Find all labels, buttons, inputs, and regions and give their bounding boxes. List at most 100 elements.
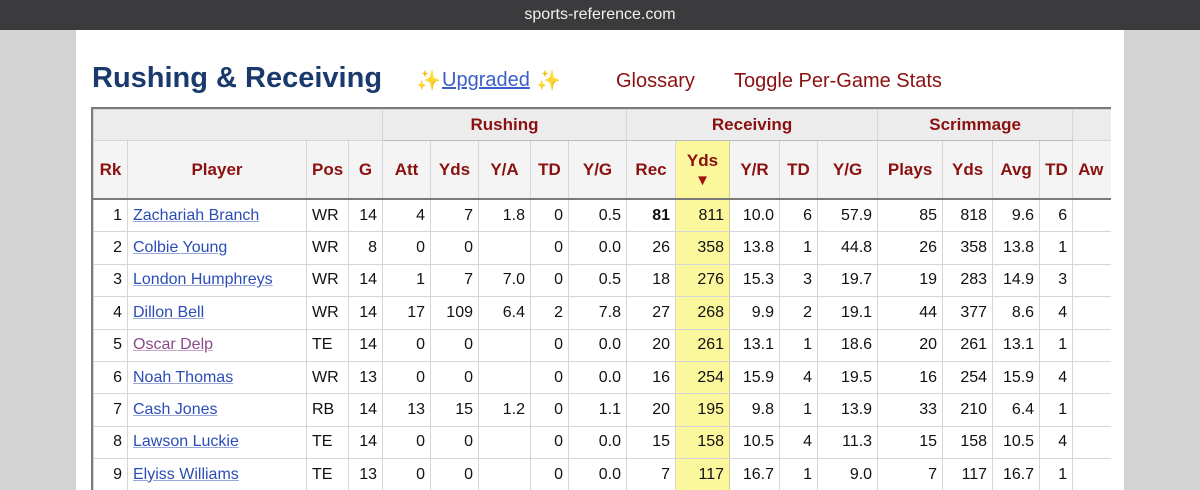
- glossary-link[interactable]: Glossary: [616, 70, 695, 92]
- cell-rush-yg: 0.5: [567, 263, 628, 298]
- cell-rec-td: 2: [779, 296, 819, 330]
- cell-rush-yds: 0: [430, 231, 479, 265]
- cell-rec-td: 3: [779, 263, 819, 298]
- cell-rec-yg: 19.1: [817, 296, 879, 330]
- player-link[interactable]: Oscar Delp: [133, 336, 214, 354]
- col-header-scrim-avg[interactable]: Avg: [992, 140, 1041, 200]
- cell-rush-yds: 0: [430, 458, 479, 490]
- cell-scrim-avg: 13.1: [992, 328, 1041, 362]
- cell-rec-td: 6: [779, 198, 819, 233]
- col-header-rush-yds[interactable]: Yds: [430, 140, 479, 200]
- player-link[interactable]: Lawson Luckie: [133, 433, 239, 451]
- cell-rk: 1: [93, 198, 128, 233]
- player-link[interactable]: Elyiss Williams: [133, 465, 239, 483]
- cell-rush-td: 0: [530, 198, 569, 233]
- cell-rush-yg: 0.0: [567, 328, 628, 362]
- col-header-player[interactable]: Player: [127, 140, 307, 200]
- col-header-rush-att[interactable]: Att: [382, 140, 431, 200]
- player-link[interactable]: Cash Jones: [133, 401, 218, 419]
- cell-rec-yg: 19.7: [817, 263, 879, 298]
- cell-rush-yg: 0.5: [567, 198, 628, 233]
- cell-rec-td: 4: [779, 425, 819, 460]
- cell-rec: 18: [626, 263, 677, 298]
- cell-scrim-td: 4: [1039, 425, 1074, 460]
- player-link[interactable]: Noah Thomas: [133, 368, 234, 386]
- cell-rec-yds: 276: [675, 263, 731, 298]
- col-header-rec-td[interactable]: TD: [779, 140, 819, 200]
- col-header-rec-yg[interactable]: Y/G: [817, 140, 879, 200]
- rushing-receiving-table: Rushing Receiving Scrimmage Rk Player Po…: [93, 109, 1111, 490]
- toggle-per-game-link[interactable]: Toggle Per-Game Stats: [734, 70, 942, 92]
- cell-plays: 44: [877, 296, 944, 330]
- cell-pos: WR: [306, 231, 349, 265]
- cell-rec-yds: 261: [675, 328, 731, 362]
- table-row: 8 Lawson Luckie TE 14 0 0 0 0.0 15 158 10.5 4 11.3 15…: [93, 425, 1111, 460]
- cell-rec-yr: 9.8: [729, 393, 781, 427]
- stats-table-container: Rushing Receiving Scrimmage Rk Player Po…: [91, 107, 1111, 490]
- browser-url-bar[interactable]: sports-reference.com: [0, 0, 1200, 30]
- cell-plays: 33: [877, 393, 944, 427]
- col-header-rk[interactable]: Rk: [93, 140, 128, 200]
- cell-scrim-yds: 117: [942, 458, 994, 490]
- cell-plays: 15: [877, 425, 944, 460]
- cell-rk: 6: [93, 360, 128, 395]
- cell-aw: [1072, 458, 1111, 490]
- table-row: 6 Noah Thomas WR 13 0 0 0 0.0 16 254 15.9 4 19.5 16 25…: [93, 360, 1111, 395]
- cell-scrim-td: 4: [1039, 296, 1074, 330]
- cell-aw: [1072, 328, 1111, 362]
- col-header-aw[interactable]: Aw: [1072, 140, 1111, 200]
- cell-player: London Humphreys: [127, 263, 307, 298]
- cell-player: Lawson Luckie: [127, 425, 307, 460]
- cell-aw: [1072, 360, 1111, 395]
- player-link[interactable]: Zachariah Branch: [133, 206, 260, 224]
- cell-scrim-avg: 8.6: [992, 296, 1041, 330]
- cell-rec-yr: 9.9: [729, 296, 781, 330]
- player-link[interactable]: Colbie Young: [133, 239, 228, 257]
- col-header-plays[interactable]: Plays: [877, 140, 944, 200]
- column-group-header-row: Rushing Receiving Scrimmage: [93, 109, 1111, 141]
- cell-scrim-avg: 9.6: [992, 198, 1041, 233]
- cell-rush-att: 13: [382, 393, 431, 427]
- cell-rush-yds: 7: [430, 263, 479, 298]
- cell-rush-att: 0: [382, 360, 431, 395]
- col-header-scrim-yds[interactable]: Yds: [942, 140, 994, 200]
- col-header-rush-yg[interactable]: Y/G: [567, 140, 628, 200]
- cell-rush-yds: 7: [430, 198, 479, 233]
- cell-plays: 19: [877, 263, 944, 298]
- cell-rec: 7: [626, 458, 677, 490]
- player-link[interactable]: Dillon Bell: [133, 303, 205, 321]
- player-link[interactable]: London Humphreys: [133, 271, 273, 289]
- cell-rush-yg: 0.0: [567, 231, 628, 265]
- col-header-rec[interactable]: Rec: [626, 140, 677, 200]
- sparkle-icon: ✨: [536, 70, 561, 92]
- cell-rk: 3: [93, 263, 128, 298]
- cell-rush-att: 17: [382, 296, 431, 330]
- url-text: sports-reference.com: [524, 6, 676, 23]
- cell-scrim-td: 3: [1039, 263, 1074, 298]
- cell-rec-yg: 18.6: [817, 328, 879, 362]
- col-header-scrim-td[interactable]: TD: [1039, 140, 1074, 200]
- cell-rush-td: 0: [530, 328, 569, 362]
- col-header-pos[interactable]: Pos: [306, 140, 349, 200]
- col-header-rec-yr[interactable]: Y/R: [729, 140, 781, 200]
- col-header-g[interactable]: G: [348, 140, 383, 200]
- cell-rush-yds: 0: [430, 425, 479, 460]
- upgraded-link[interactable]: Upgraded: [442, 69, 530, 91]
- col-header-rec-yds-sorted[interactable]: Yds ▼: [675, 140, 731, 200]
- cell-pos: WR: [306, 296, 349, 330]
- col-header-rush-ya[interactable]: Y/A: [478, 140, 531, 200]
- cell-rec-yr: 10.0: [729, 198, 781, 233]
- cell-rush-td: 0: [530, 393, 569, 427]
- cell-rush-ya: [478, 231, 531, 265]
- cell-aw: [1072, 263, 1111, 298]
- table-row: 3 London Humphreys WR 14 1 7 7.0 0 0.5 18 276 15.3 3…: [93, 263, 1111, 298]
- cell-rec-yds: 811: [675, 198, 731, 233]
- cell-rush-yg: 0.0: [567, 425, 628, 460]
- cell-pos: RB: [306, 393, 349, 427]
- cell-rec-td: 1: [779, 458, 819, 490]
- col-header-rush-td[interactable]: TD: [530, 140, 569, 200]
- cell-rush-att: 0: [382, 328, 431, 362]
- leader-value: 81: [652, 206, 671, 224]
- cell-rec-yg: 11.3: [817, 425, 879, 460]
- cell-rush-td: 2: [530, 296, 569, 330]
